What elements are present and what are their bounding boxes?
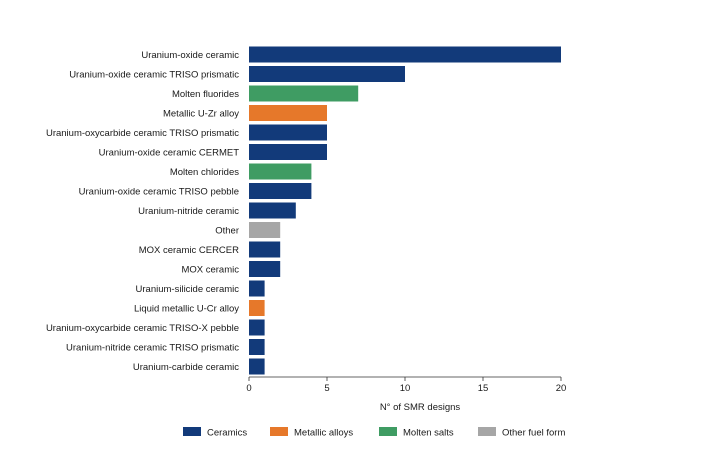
bar-molten-fluorides (249, 85, 359, 102)
legend-label-ceramics: Ceramics (207, 428, 247, 439)
x-tick-label: 10 (400, 383, 411, 394)
bar-mox-ceramic (249, 261, 281, 277)
category-label-uranium-oxide-ceramic-cermet: Uranium-oxide ceramic CERMET (99, 148, 240, 159)
category-label-uranium-oxycarbide-ceramic-triso-x-pebble: Uranium-oxycarbide ceramic TRISO-X pebbl… (46, 323, 239, 334)
legend-label-other-fuel-form: Other fuel form (502, 428, 565, 439)
category-label-uranium-nitride-ceramic: Uranium-nitride ceramic (138, 206, 239, 217)
category-label-uranium-oxycarbide-ceramic-triso-prismatic: Uranium-oxycarbide ceramic TRISO prismat… (46, 128, 239, 139)
category-label-mox-ceramic-cercer: MOX ceramic CERCER (139, 245, 239, 256)
bar-uranium-nitride-ceramic (249, 202, 296, 219)
category-label-uranium-silicide-ceramic: Uranium-silicide ceramic (136, 284, 240, 295)
category-label-liquid-metallic-u-cr-alloy: Liquid metallic U-Cr alloy (134, 304, 239, 315)
legend-label-metallic-alloys: Metallic alloys (294, 428, 353, 439)
bar-metallic-u-zr-alloy (249, 105, 327, 121)
bar-uranium-oxide-ceramic-triso-prismatic (249, 66, 405, 82)
category-label-other: Other (215, 226, 239, 237)
bar-uranium-oxycarbide-ceramic-triso-x-pebble (249, 319, 265, 336)
bar-uranium-oxide-ceramic-cermet (249, 144, 327, 160)
x-axis-title: N° of SMR designs (380, 402, 461, 413)
category-label-uranium-oxide-ceramic: Uranium-oxide ceramic (141, 50, 239, 61)
bar-uranium-silicide-ceramic (249, 280, 265, 297)
category-labels: Uranium-oxide ceramic Uranium-oxide ceram… (46, 50, 239, 373)
legend-swatch-molten-salts (379, 427, 397, 436)
category-label-uranium-oxide-ceramic-triso-prismatic: Uranium-oxide ceramic TRISO prismatic (69, 70, 239, 81)
category-label-uranium-nitride-ceramic-triso-prismatic: Uranium-nitride ceramic TRISO prismatic (66, 343, 239, 354)
category-label-molten-fluorides: Molten fluorides (172, 89, 239, 100)
bar-uranium-oxide-ceramic-triso-pebble (249, 183, 312, 199)
category-label-uranium-oxide-ceramic-triso-pebble: Uranium-oxide ceramic TRISO pebble (79, 187, 239, 198)
legend-swatch-metallic-alloys (270, 427, 288, 436)
x-axis: 0 5 10 15 20 (246, 376, 567, 394)
x-tick-label: 20 (556, 383, 567, 394)
legend-swatch-ceramics (183, 427, 201, 436)
bar-other (249, 222, 281, 238)
bars-layer (249, 46, 561, 375)
category-label-molten-chlorides: Molten chlorides (170, 167, 239, 178)
category-label-mox-ceramic: MOX ceramic (181, 265, 239, 276)
bar-uranium-carbide-ceramic (249, 358, 265, 375)
bar-molten-chlorides (249, 163, 312, 180)
legend-swatch-other-fuel-form (478, 427, 496, 436)
legend: Ceramics Metallic alloys Molten salts Other… (183, 427, 565, 439)
x-tick-label: 15 (478, 383, 489, 394)
legend-label-molten-salts: Molten salts (403, 428, 454, 439)
bar-liquid-metallic-u-cr-alloy (249, 300, 265, 316)
bar-uranium-nitride-ceramic-triso-prismatic (249, 339, 265, 355)
bar-mox-ceramic-cercer (249, 241, 281, 258)
category-label-uranium-carbide-ceramic: Uranium-carbide ceramic (133, 362, 239, 373)
category-label-metallic-u-zr-alloy: Metallic U-Zr alloy (163, 109, 239, 120)
x-tick-label: 5 (324, 383, 329, 394)
x-tick-label: 0 (246, 383, 251, 394)
bar-uranium-oxycarbide-ceramic-triso-prismatic (249, 124, 327, 141)
bar-uranium-oxide-ceramic (249, 46, 561, 63)
